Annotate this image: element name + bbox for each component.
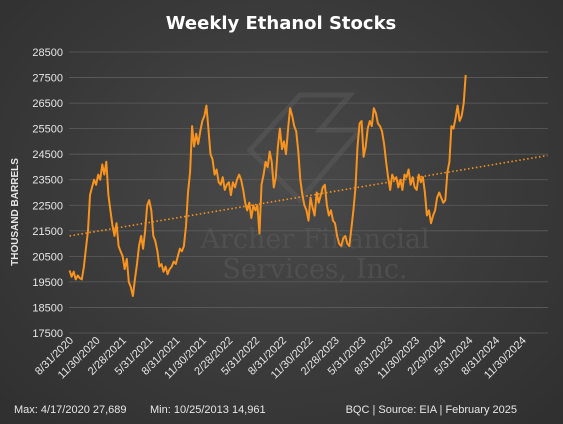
gridlines — [69, 51, 548, 334]
y-tick-label: 21500 — [32, 226, 63, 238]
y-tick-label: 20500 — [32, 251, 63, 263]
y-tick-label: 24500 — [32, 149, 63, 161]
y-tick-label: 18500 — [32, 302, 63, 314]
footer-source: BQC | Source: EIA | February 2025 — [346, 404, 517, 416]
y-tick-label: 26500 — [32, 98, 63, 110]
y-axis-ticks: 17500 18500 19500 20500 21500 22500 23500 24500… — [32, 47, 63, 340]
footer-max: Max: 4/17/2020 27,689 — [14, 404, 127, 416]
y-tick-label: 19500 — [32, 277, 63, 289]
series — [68, 74, 548, 297]
chart-title: Weekly Ethanol Stocks — [166, 13, 397, 34]
y-tick-label: 28500 — [32, 47, 63, 59]
watermark: Archer Financial Services, Inc. — [199, 92, 430, 285]
y-tick-label: 23500 — [32, 175, 63, 187]
watermark-line2: Services, Inc. — [222, 254, 407, 285]
y-tick-label: 17500 — [32, 328, 63, 340]
y-tick-label: 22500 — [32, 200, 63, 212]
series-line-stocks — [68, 74, 467, 297]
y-axis-label: THOUSAND BARRELS — [10, 158, 21, 266]
x-axis-ticks: 8/31/202011/30/20202/28/20215/31/20218/3… — [33, 335, 529, 382]
footer-min: Min: 10/25/2013 14,961 — [150, 404, 266, 416]
y-tick-label: 27500 — [32, 73, 63, 85]
trendline — [69, 154, 548, 237]
watermark-line1: Archer Financial — [199, 224, 429, 255]
y-tick-label: 25500 — [32, 124, 63, 136]
watermark-logo-icon — [246, 92, 366, 204]
